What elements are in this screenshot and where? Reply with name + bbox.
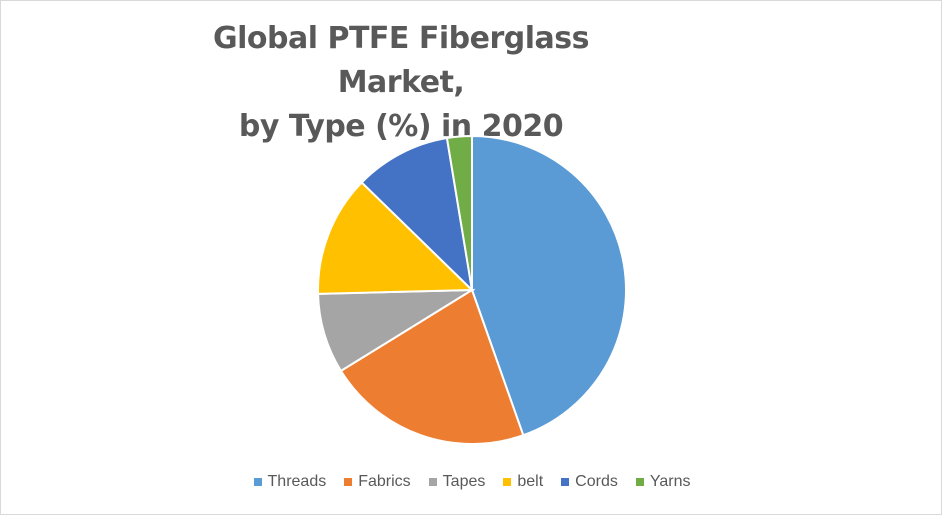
legend-item-yarns: Yarns	[635, 473, 691, 491]
legend-swatch	[635, 478, 644, 486]
legend-swatch	[561, 478, 570, 486]
legend-item-cords: Cords	[561, 473, 618, 491]
legend-label: Cords	[575, 473, 618, 490]
chart-title: Global PTFE Fiberglass Market, by Type (…	[151, 17, 651, 149]
legend-swatch	[503, 478, 512, 486]
chart-legend: Threads Fabrics Tapes belt Cords Yarns	[1, 473, 942, 491]
chart-title-line1: Global PTFE Fiberglass Market,	[213, 21, 589, 100]
legend-label: belt	[517, 473, 544, 490]
legend-swatch	[428, 478, 437, 486]
pie-slice-yarns	[445, 134, 473, 291]
legend-item-tapes: Tapes	[428, 473, 486, 491]
legend-label: Threads	[267, 473, 327, 490]
pie-slice-fabrics	[339, 288, 525, 445]
legend-swatch	[344, 478, 353, 486]
pie-slice-threads	[471, 134, 627, 437]
legend-swatch	[253, 478, 262, 486]
chart-title-line2: by Type (%) in 2020	[238, 109, 564, 144]
pie-slice-belt	[317, 181, 475, 295]
legend-label: Fabrics	[358, 473, 411, 490]
legend-label: Yarns	[649, 473, 691, 490]
legend-label: Tapes	[442, 473, 486, 490]
legend-item-belt: belt	[503, 473, 543, 491]
legend-item-threads: Threads	[253, 473, 327, 491]
pie-slice-cords	[360, 136, 474, 293]
legend-item-fabrics: Fabrics	[344, 473, 411, 491]
